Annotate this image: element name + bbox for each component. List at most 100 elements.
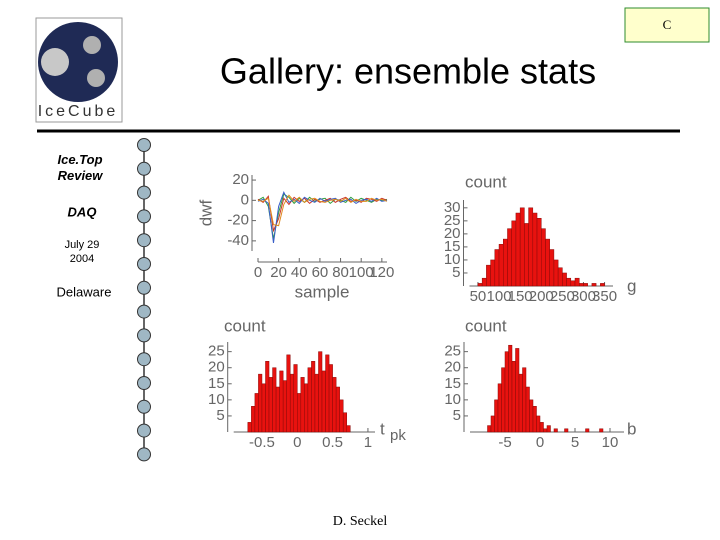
bar — [507, 228, 512, 287]
bar — [332, 377, 337, 433]
x-tick-label: 250 — [550, 288, 575, 305]
bar — [536, 415, 541, 433]
bar — [591, 283, 597, 287]
bar — [314, 373, 319, 433]
bar — [501, 367, 506, 433]
bar — [578, 283, 584, 287]
x-tick-label: -5 — [498, 434, 511, 451]
y-tick-label: 15 — [444, 238, 461, 255]
chain-node — [137, 257, 151, 271]
x-axis-label: sample — [295, 282, 350, 301]
chain-node — [137, 328, 151, 343]
bar — [503, 238, 508, 287]
x-tick-label: 80 — [332, 264, 349, 281]
bar — [532, 212, 538, 287]
y-tick-label: 5 — [216, 407, 224, 424]
bar — [585, 428, 590, 433]
chain-node — [137, 423, 151, 438]
bar — [508, 344, 513, 433]
bar — [574, 277, 580, 287]
bar — [549, 249, 555, 287]
logo-ball — [41, 48, 69, 76]
chain-node — [137, 447, 151, 462]
y-tick-label: 15 — [444, 375, 461, 392]
bar — [524, 223, 529, 287]
logo: IceCube — [35, 17, 123, 123]
bar — [335, 386, 340, 433]
y-tick-label: 10 — [208, 391, 225, 408]
logo-text: IceCube — [38, 103, 119, 120]
y-axis-label: count — [465, 172, 507, 191]
bar — [289, 373, 295, 433]
y-tick-label: 30 — [444, 199, 461, 216]
sidebar-review: Ice.Top Review — [57, 152, 103, 183]
bar — [490, 259, 496, 287]
y-tick-label: 25 — [444, 343, 461, 360]
sidebar-daq: DAQ — [68, 204, 97, 219]
x-tick-label: 5 — [571, 434, 579, 451]
chain-node — [137, 161, 151, 176]
bar — [539, 422, 544, 433]
y-tick-label: 5 — [452, 264, 460, 281]
bar — [511, 361, 516, 433]
bar — [282, 380, 287, 433]
bar — [297, 393, 302, 433]
y-tick-label: 10 — [444, 251, 461, 268]
waveform — [257, 190, 388, 243]
bar — [543, 428, 548, 433]
bar — [247, 422, 252, 433]
x-tick-label: 1 — [364, 434, 372, 451]
chain-node — [137, 304, 151, 319]
bar — [477, 283, 483, 287]
bar — [328, 364, 333, 433]
bar — [498, 244, 504, 287]
bar — [525, 386, 530, 433]
y-tick-label: 10 — [444, 391, 461, 408]
bar — [268, 377, 273, 433]
chain-node — [137, 233, 151, 248]
y-tick-label: 20 — [232, 171, 249, 188]
bar — [564, 428, 569, 433]
bar — [546, 425, 551, 433]
bar — [515, 212, 521, 287]
x-tick-label: 150 — [508, 288, 533, 305]
chain-node — [137, 185, 151, 200]
x-tick-label: 100 — [349, 264, 374, 281]
y-tick-label: 20 — [208, 359, 225, 376]
y-tick-label: 20 — [444, 225, 461, 242]
bar — [562, 272, 567, 287]
chain-node — [137, 138, 151, 152]
bar — [599, 428, 604, 433]
bar — [307, 367, 312, 433]
bar — [566, 277, 572, 287]
x-tick-label: 10 — [602, 434, 619, 451]
y-axis-label: count — [465, 316, 507, 335]
x-tick-label: 60 — [312, 264, 329, 281]
bar — [541, 228, 546, 287]
bar — [494, 249, 500, 287]
x-tick-label: 350 — [592, 288, 617, 305]
bar — [251, 406, 256, 433]
x-tick-label: 50 — [470, 288, 487, 305]
corner-label: C — [663, 17, 672, 32]
bar — [279, 370, 284, 433]
y-axis-label: dwf — [196, 200, 215, 227]
y-tick-label: 25 — [444, 212, 461, 229]
bar — [275, 386, 280, 433]
logo-ball — [87, 69, 105, 87]
x-tick-label: -0.5 — [249, 434, 275, 451]
bar — [254, 393, 259, 433]
bar — [528, 207, 534, 287]
bar — [346, 425, 351, 433]
y-tick-label: 15 — [208, 375, 225, 392]
x-axis-label: t — [380, 419, 385, 438]
bar — [304, 383, 309, 433]
waveform — [257, 194, 388, 227]
bar — [490, 415, 495, 433]
sidebar-review-box: Ice.Top Review — [57, 152, 103, 183]
y-tick-label: -20 — [227, 212, 249, 229]
x-axis-label: g — [627, 276, 636, 295]
x-tick-label: 120 — [369, 264, 394, 281]
chain-node — [137, 352, 151, 367]
chain-node — [137, 280, 151, 295]
